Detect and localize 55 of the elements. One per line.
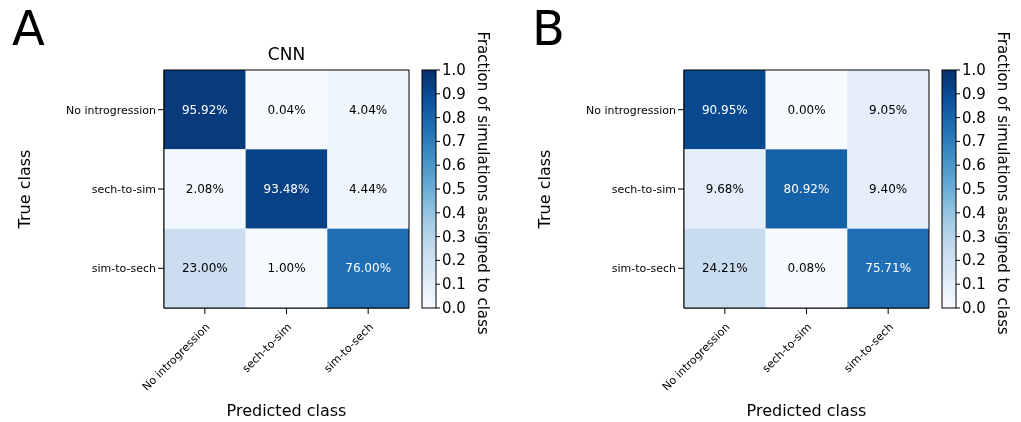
data-label: 0.08% bbox=[787, 261, 826, 276]
color-bar-label: 0.3 bbox=[442, 227, 466, 246]
data-label: 0.00% bbox=[787, 102, 826, 117]
data-label: 93.48% bbox=[263, 182, 310, 196]
color-bar-label: 0.3 bbox=[962, 227, 986, 246]
y-tick-label: sim-to-sech bbox=[91, 262, 157, 276]
y-tick-label: sech-to-sim bbox=[91, 182, 156, 196]
color-bar-label: 1.0 bbox=[442, 61, 466, 79]
y-tick-label: No introgression bbox=[65, 103, 157, 117]
color-bar-label: 0.7 bbox=[962, 132, 986, 151]
color-bar-label: 0.8 bbox=[442, 108, 466, 127]
y-tick-label: No introgression bbox=[585, 103, 677, 117]
data-label: 4.04% bbox=[349, 102, 388, 117]
color-bar-label: 0.0 bbox=[442, 299, 466, 317]
color-bar-title: Fraction of simulations assigned to class bbox=[474, 31, 492, 335]
y-axis-title: True class bbox=[14, 149, 34, 230]
data-label: 23.00% bbox=[181, 261, 228, 276]
color-bar-label: 0.2 bbox=[442, 251, 466, 270]
color-bar-label: 0.7 bbox=[442, 132, 466, 151]
data-label: 9.68% bbox=[705, 182, 744, 196]
color-bar-title: Fraction of simulations assigned to class bbox=[994, 31, 1012, 335]
color-bar-label: 0.9 bbox=[442, 84, 466, 103]
color-bar-label: 0.8 bbox=[962, 108, 986, 127]
data-label: 9.05% bbox=[869, 102, 908, 117]
color-bar-label: 0.5 bbox=[442, 180, 466, 198]
x-axis-title: Predicted class bbox=[746, 401, 867, 420]
y-axis-title: True class bbox=[534, 149, 554, 230]
data-label: 4.44% bbox=[349, 182, 388, 196]
data-label: 90.95% bbox=[701, 102, 748, 117]
text: B bbox=[532, 0, 565, 56]
y-tick-label: sim-to-sech bbox=[611, 262, 677, 276]
data-label: 76.00% bbox=[345, 261, 392, 276]
text: A bbox=[12, 0, 45, 56]
color-bar-label: 1.0 bbox=[962, 61, 986, 79]
color-bar-label: 0.4 bbox=[442, 203, 466, 222]
color-bar-label: 0.4 bbox=[962, 203, 986, 222]
data-label: 95.92% bbox=[181, 102, 228, 117]
data-label: 24.21% bbox=[701, 261, 748, 276]
color-bar-label: 0.6 bbox=[962, 156, 986, 175]
data-label: 1.00% bbox=[267, 261, 306, 276]
color-bar-label: 0.9 bbox=[962, 84, 986, 103]
color-bar-label: 0.2 bbox=[962, 251, 986, 270]
y-tick-label: sech-to-sim bbox=[611, 182, 676, 196]
data-label: 0.04% bbox=[267, 102, 306, 117]
data-label: 75.71% bbox=[865, 261, 912, 276]
color-bar-label: 0.1 bbox=[962, 275, 986, 294]
color-bar-label: 0.0 bbox=[962, 299, 986, 317]
color-bar-label: 0.6 bbox=[442, 156, 466, 175]
data-label: 2.08% bbox=[185, 182, 224, 196]
chart-title: CNN bbox=[266, 44, 307, 64]
color-bar-label: 0.5 bbox=[962, 180, 986, 198]
x-axis-title: Predicted class bbox=[226, 401, 347, 420]
data-label: 9.40% bbox=[869, 182, 908, 196]
data-label: 80.92% bbox=[783, 182, 830, 196]
color-bar-label: 0.1 bbox=[442, 275, 466, 294]
